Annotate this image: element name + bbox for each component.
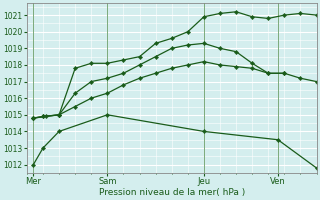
X-axis label: Pression niveau de la mer( hPa ): Pression niveau de la mer( hPa ) xyxy=(99,188,245,197)
